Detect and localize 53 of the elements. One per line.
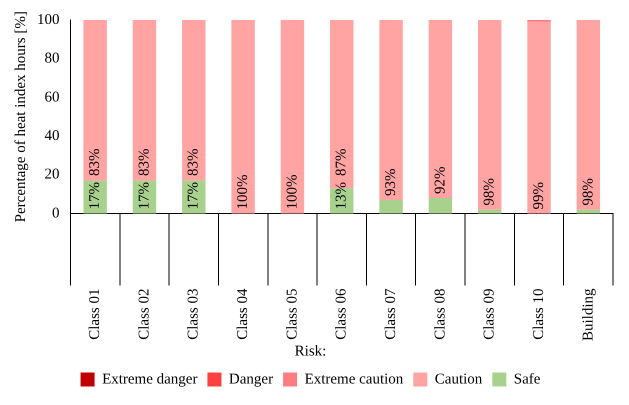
bar [576,20,600,210]
bar [231,20,255,214]
x-tick-label: Class 03 [186,288,202,340]
y-axis-title: Percentage of heat index hours [%] [12,11,29,222]
y-tick-label: 100 [37,12,60,28]
bar [379,20,403,200]
legend-title: Risk: [294,343,326,360]
x-tick-label: Class 06 [334,288,350,340]
x-tick-label: Class 09 [482,288,498,340]
data-label: 100% [235,174,252,210]
bar [527,22,551,214]
x-tick-label: Building [580,288,596,342]
x-tick-label: Class 01 [87,288,104,340]
y-tick-label: 20 [44,166,60,183]
legend-label: Extreme danger [102,371,198,388]
data-label: 92% [432,166,448,194]
bar [428,198,452,214]
data-label: 87% [334,148,350,176]
data-label: 83% [87,148,104,176]
y-tick-label: 0 [52,205,60,222]
bar [83,20,107,181]
data-label: 98% [580,178,596,206]
data-label: 100% [284,174,300,210]
x-tick-label: Class 10 [530,288,547,340]
x-tick-label: Class 07 [383,288,400,340]
bar [280,20,304,214]
bar [132,20,156,181]
x-tick-label: Class 08 [432,288,448,340]
bar [478,20,502,210]
legend-label: Caution [434,371,483,388]
data-label: 83% [186,148,202,176]
y-tick-label: 80 [44,50,60,67]
data-label: 93% [383,168,400,196]
data-label: 17% [136,182,152,210]
data-label: 98% [482,178,498,206]
x-tick-label: Class 05 [284,288,300,340]
data-label: 17% [186,182,202,210]
legend-label: Extreme caution [304,371,404,388]
bar [182,20,206,181]
y-tick-label: 40 [44,128,60,144]
data-label: 99% [530,182,547,210]
data-label: 13% [334,182,350,210]
bar [576,210,600,214]
bar [478,210,502,214]
data-label: 83% [136,148,152,176]
legend-label: Danger [228,371,274,388]
bar [379,200,403,214]
bar [428,20,452,198]
legend-label: Safe [514,371,541,388]
y-tick-label: 60 [44,89,60,106]
data-label: 17% [87,182,104,210]
x-tick-label: Class 04 [235,288,252,340]
x-tick-label: Class 02 [136,288,152,340]
